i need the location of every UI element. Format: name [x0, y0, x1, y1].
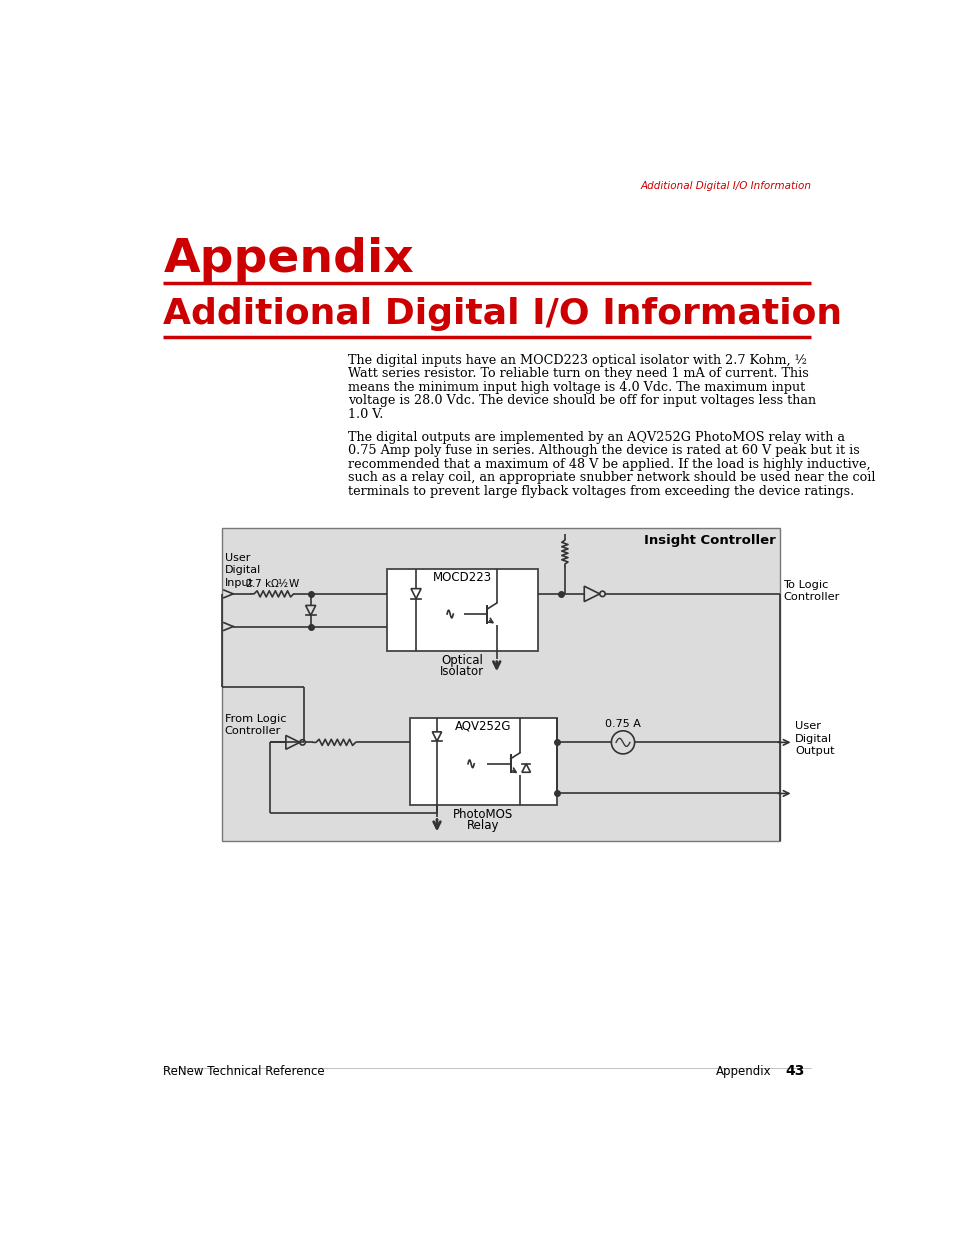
- Text: ReNew Technical Reference: ReNew Technical Reference: [163, 1065, 325, 1078]
- Text: such as a relay coil, an appropriate snubber network should be used near the coi: such as a relay coil, an appropriate snu…: [348, 472, 875, 484]
- Text: Additional Digital I/O Information: Additional Digital I/O Information: [639, 180, 810, 190]
- FancyBboxPatch shape: [222, 527, 779, 841]
- Text: Appendix: Appendix: [716, 1065, 771, 1078]
- FancyBboxPatch shape: [410, 718, 557, 805]
- Text: User
Digital
Output: User Digital Output: [794, 721, 834, 756]
- Text: Watt series resistor. To reliable turn on they need 1 mA of current. This: Watt series resistor. To reliable turn o…: [348, 367, 808, 380]
- Text: The digital outputs are implemented by an AQV252G PhotoMOS relay with a: The digital outputs are implemented by a…: [348, 431, 844, 443]
- Text: 2.7 k$\Omega$½W: 2.7 k$\Omega$½W: [245, 577, 299, 589]
- Text: The digital inputs have an MOCD223 optical isolator with 2.7 Kohm, ½: The digital inputs have an MOCD223 optic…: [348, 353, 806, 367]
- Text: means the minimum input high voltage is 4.0 Vdc. The maximum input: means the minimum input high voltage is …: [348, 380, 804, 394]
- Text: MOCD223: MOCD223: [432, 571, 491, 584]
- Text: Additional Digital I/O Information: Additional Digital I/O Information: [163, 296, 841, 331]
- Text: AQV252G: AQV252G: [455, 720, 511, 732]
- Text: 0.75 A: 0.75 A: [604, 719, 640, 729]
- Text: Optical: Optical: [441, 655, 482, 667]
- Text: Relay: Relay: [467, 819, 499, 832]
- Text: voltage is 28.0 Vdc. The device should be off for input voltages less than: voltage is 28.0 Vdc. The device should b…: [348, 394, 815, 408]
- Text: Insight Controller: Insight Controller: [643, 534, 775, 547]
- Text: 1.0 V.: 1.0 V.: [348, 408, 383, 421]
- Text: 0.75 Amp poly fuse in series. Although the device is rated at 60 V peak but it i: 0.75 Amp poly fuse in series. Although t…: [348, 445, 859, 457]
- Text: Isolator: Isolator: [439, 664, 484, 678]
- Text: From Logic
Controller: From Logic Controller: [224, 714, 286, 736]
- Text: Appendix: Appendix: [163, 237, 414, 282]
- Text: 43: 43: [785, 1063, 804, 1078]
- Text: recommended that a maximum of 48 V be applied. If the load is highly inductive,: recommended that a maximum of 48 V be ap…: [348, 458, 869, 471]
- Text: User
Digital
Input: User Digital Input: [224, 553, 260, 588]
- Text: To Logic
Controller: To Logic Controller: [782, 579, 839, 601]
- Text: PhotoMOS: PhotoMOS: [453, 808, 513, 821]
- FancyBboxPatch shape: [386, 569, 537, 651]
- Text: terminals to prevent large flyback voltages from exceeding the device ratings.: terminals to prevent large flyback volta…: [348, 484, 853, 498]
